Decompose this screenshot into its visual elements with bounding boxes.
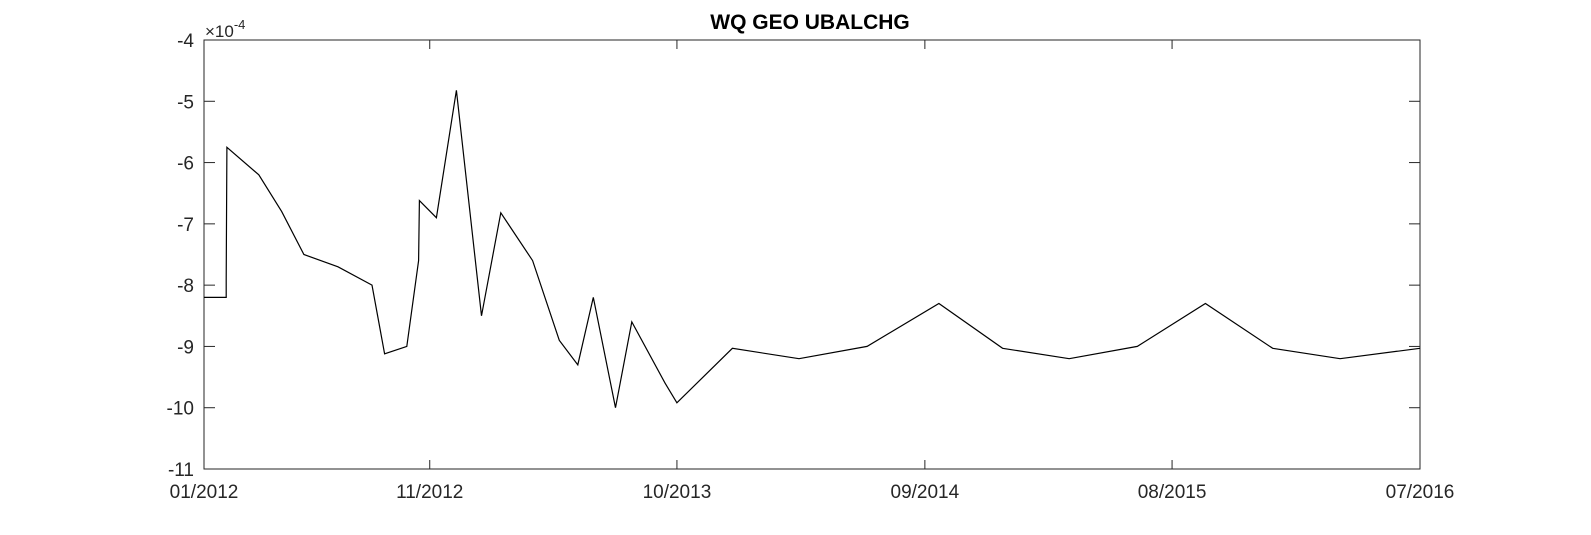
svg-text:×10-4: ×10-4: [205, 17, 245, 41]
y-exponent-label: ×10-4: [205, 17, 245, 41]
y-tick-label: -9: [177, 337, 194, 358]
x-tick-label: 09/2014: [891, 482, 960, 503]
y-tick-label: -7: [177, 215, 194, 236]
y-tick-label: -8: [177, 276, 194, 297]
x-tick-label: 01/2012: [170, 482, 239, 503]
y-tick-label: -4: [177, 31, 194, 52]
y-tick-label: -11: [168, 460, 194, 481]
y-tick-label: -6: [177, 154, 194, 175]
y-tick-label: -5: [177, 92, 194, 113]
x-tick-label: 11/2012: [396, 482, 463, 503]
x-tick-label: 08/2015: [1138, 482, 1207, 503]
x-axis: 01/2012 11/2012 10/2013 09/2014 08/2015 07/20…: [170, 40, 1455, 503]
plot-area-frame: [203, 39, 1421, 470]
chart-title: WQ GEO UBALCHG: [710, 11, 910, 34]
y-tick-label: -10: [167, 399, 194, 420]
y-axis: -4 -5 -6 -7 -8 -9 -10 -11: [167, 31, 1420, 481]
y-exponent-power: -4: [234, 17, 246, 32]
x-tick-label: 10/2013: [643, 482, 712, 503]
y-exponent-base: ×10: [205, 22, 234, 41]
series-line: [204, 90, 1421, 408]
x-tick-label: 07/2016: [1386, 482, 1455, 503]
